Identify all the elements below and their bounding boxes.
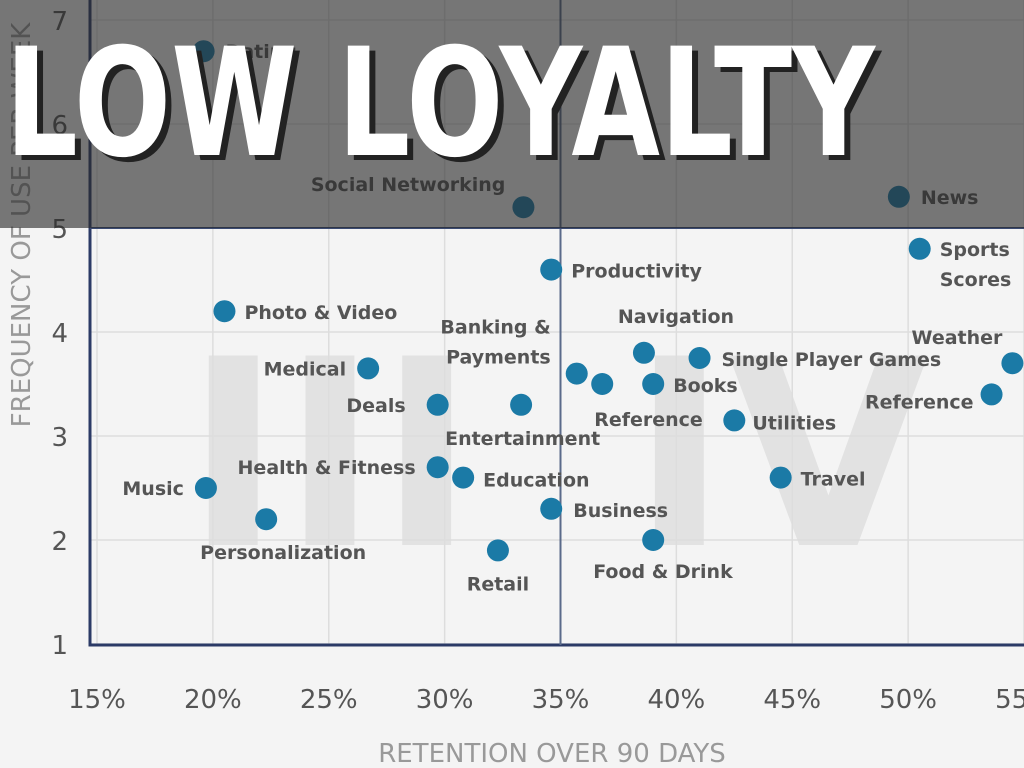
point-label: Deals: [346, 395, 405, 417]
point: [688, 347, 711, 369]
point: [769, 466, 792, 489]
point: [565, 362, 588, 385]
x-axis-label: RETENTION OVER 90 DAYS: [378, 739, 726, 768]
quadrant-label: III: [185, 305, 475, 607]
title: LOW LOYALTY: [5, 17, 877, 191]
point-label: Navigation: [618, 306, 734, 328]
point: [908, 237, 931, 260]
point-label: Travel: [801, 469, 866, 491]
plot: IIIIV123456715%20%25%30%35%40%45%50%55%D…: [51, 0, 1024, 715]
point: [452, 466, 475, 489]
x-tick-label: 45%: [763, 685, 821, 715]
point: [632, 341, 655, 364]
x-tick-label: 40%: [647, 685, 705, 715]
point: [213, 300, 236, 323]
point: [591, 373, 614, 395]
point-label: Banking &: [440, 317, 550, 339]
point-label: Music: [122, 478, 184, 500]
point: [980, 383, 1003, 406]
point: [357, 357, 380, 380]
point-label: Entertainment: [445, 428, 600, 450]
point: [255, 508, 278, 531]
point-label: Food & Drink: [593, 561, 733, 583]
y-tick-label: 4: [51, 319, 68, 349]
point-label: Personalization: [200, 542, 366, 564]
x-tick-label: 35%: [532, 685, 590, 715]
x-tick-label: 55%: [995, 685, 1024, 715]
point: [642, 529, 665, 551]
point-label: Books: [673, 375, 738, 397]
point: [486, 539, 509, 562]
point-label: Reference: [865, 391, 974, 413]
point-label: Sports: [940, 239, 1010, 261]
y-tick-label: 2: [51, 527, 68, 557]
point-label: Single Player Games: [722, 349, 942, 371]
quadrant-label: IV: [631, 305, 931, 607]
point-label: Health & Fitness: [238, 457, 416, 479]
point-label: Education: [483, 470, 589, 492]
point: [540, 258, 563, 281]
y-tick-label: 1: [51, 631, 68, 661]
point: [426, 456, 449, 479]
point-label: Retail: [467, 573, 529, 595]
point-label: Scores: [940, 269, 1012, 291]
point: [723, 409, 746, 432]
point: [510, 393, 533, 416]
y-tick-label: 3: [51, 423, 68, 453]
point: [426, 393, 449, 416]
point-label: Weather: [912, 327, 1003, 349]
point-label: Medical: [264, 358, 347, 380]
x-tick-label: 25%: [300, 685, 358, 715]
point-label: Utilities: [752, 412, 836, 434]
point-label: Productivity: [571, 261, 702, 283]
point-label: Photo & Video: [244, 302, 397, 324]
x-tick-label: 20%: [184, 685, 242, 715]
title-shadow: LOW LOYALTY: [11, 22, 883, 196]
point-label: Business: [573, 500, 668, 522]
point: [194, 477, 217, 499]
x-tick-label: 15%: [68, 685, 126, 715]
title-band: [0, 0, 1024, 228]
x-tick-label: 30%: [416, 685, 474, 715]
point: [1001, 352, 1024, 375]
point: [642, 373, 665, 395]
point: [540, 497, 563, 520]
point-label: Reference: [594, 409, 703, 431]
x-tick-label: 50%: [879, 685, 937, 715]
point-label: Payments: [446, 347, 551, 369]
